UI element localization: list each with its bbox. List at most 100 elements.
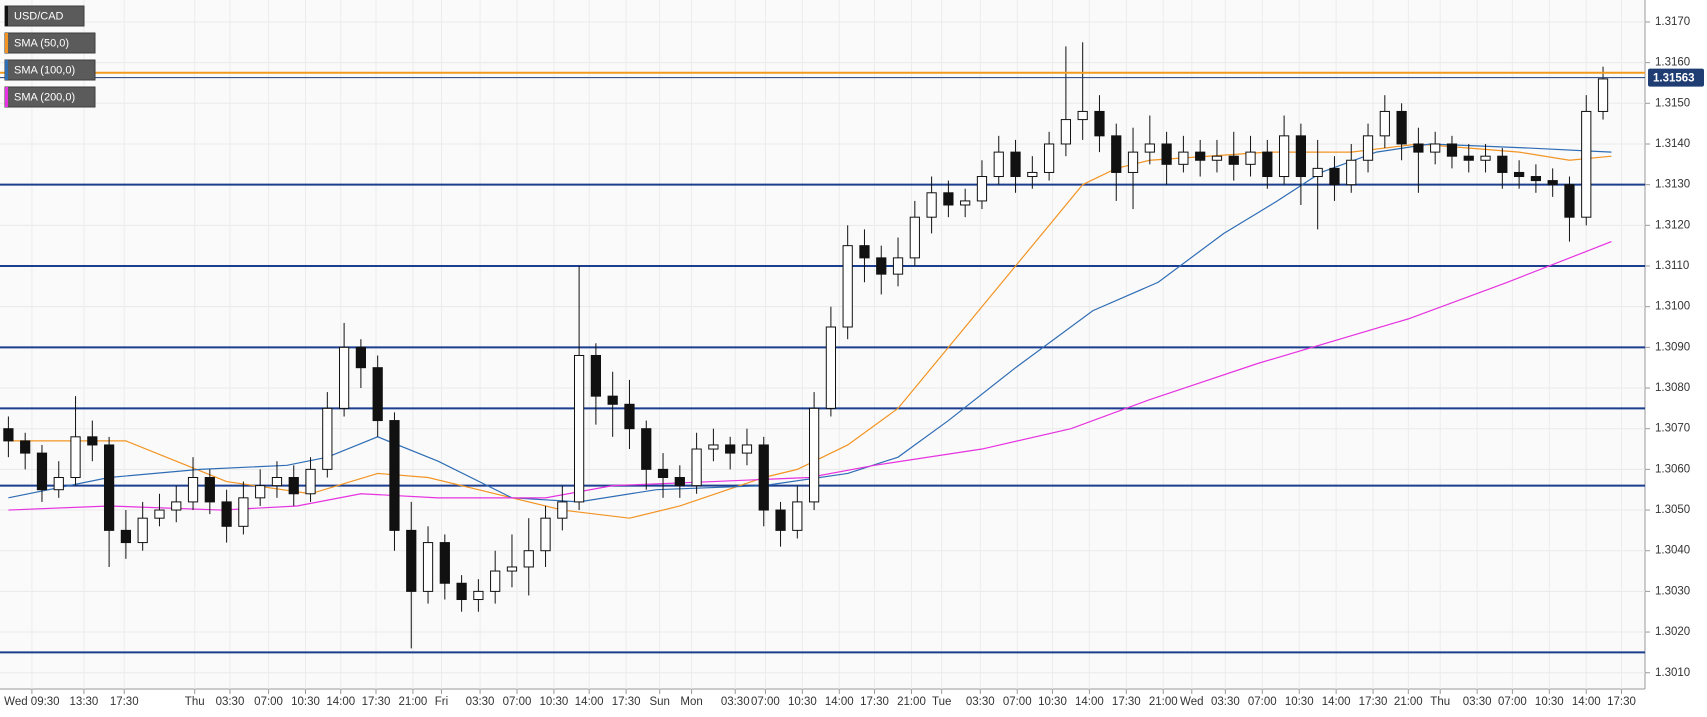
x-tick-label: 03:30 xyxy=(1463,696,1492,708)
x-tick-label: 21:00 xyxy=(1394,696,1423,708)
candle-body xyxy=(1396,110,1407,145)
x-tick-label: 03:30 xyxy=(966,696,995,708)
x-tick-label: Mon xyxy=(680,696,702,708)
candle-body xyxy=(1379,110,1390,137)
candle-body xyxy=(876,257,887,275)
x-tick-label: 14:00 xyxy=(1322,696,1351,708)
candle-body xyxy=(1581,110,1592,218)
y-tick-label: 1.3100 xyxy=(1655,301,1690,313)
candle-body xyxy=(1211,155,1223,161)
candle-body xyxy=(1027,171,1038,178)
candle-body xyxy=(1010,151,1021,178)
candle-body xyxy=(288,477,299,495)
candle-body xyxy=(960,200,971,206)
x-tick-label: 17:30 xyxy=(362,696,391,708)
candle-body xyxy=(1245,151,1256,165)
candle-body xyxy=(993,151,1004,178)
candle-body xyxy=(523,550,534,568)
x-tick-label: 14:00 xyxy=(326,696,355,708)
x-tick-label: Thu xyxy=(1430,696,1450,708)
x-tick-label: 07:00 xyxy=(1003,696,1032,708)
x-tick-label: 17:30 xyxy=(1607,696,1636,708)
candle-body xyxy=(422,542,434,592)
x-tick-label: 10:30 xyxy=(540,696,569,708)
candle-body xyxy=(1144,143,1155,153)
legend-label: USD/CAD xyxy=(14,10,64,22)
x-tick-label: Tue xyxy=(932,696,951,708)
x-tick-label: 10:30 xyxy=(788,696,817,708)
candle-body xyxy=(1597,78,1609,112)
y-tick-label: 1.3130 xyxy=(1655,179,1690,191)
y-tick-label: 1.3170 xyxy=(1655,16,1690,28)
candle-body xyxy=(607,395,618,405)
candle-body xyxy=(1178,151,1189,165)
candle-body xyxy=(1278,135,1290,178)
legend-swatch xyxy=(5,87,8,107)
x-tick-label: Wed 09:30 xyxy=(4,696,59,708)
candle-body xyxy=(238,497,249,527)
y-tick-label: 1.3010 xyxy=(1655,667,1690,679)
x-tick-label: 14:00 xyxy=(1572,696,1601,708)
y-tick-label: 1.3050 xyxy=(1655,504,1690,516)
candle-body xyxy=(1195,151,1206,161)
candle-body xyxy=(53,477,64,491)
x-tick-label: 17:30 xyxy=(1359,696,1388,708)
candle-body xyxy=(338,346,350,409)
legend-label: SMA (200,0) xyxy=(14,91,75,103)
y-tick-label: 1.3040 xyxy=(1655,545,1690,557)
y-tick-label: 1.3070 xyxy=(1655,423,1690,435)
x-tick-label: 21:00 xyxy=(399,696,428,708)
candle-body xyxy=(305,468,316,495)
candle-body xyxy=(808,407,820,503)
x-tick-label: 07:00 xyxy=(503,696,532,708)
x-tick-label: 17:30 xyxy=(1112,696,1141,708)
candle-body xyxy=(859,245,870,259)
candle-body xyxy=(490,570,501,592)
legend-label: SMA (50,0) xyxy=(14,37,69,49)
candle-body xyxy=(20,440,31,454)
plot-area xyxy=(0,0,1645,689)
last-price-label: 1.31563 xyxy=(1653,73,1695,85)
candle-body xyxy=(456,582,467,601)
candle-body xyxy=(154,509,165,519)
x-tick-label: 21:00 xyxy=(897,696,926,708)
candle-body xyxy=(1446,143,1458,157)
candle-body xyxy=(1228,155,1239,165)
candle-body xyxy=(708,444,719,450)
x-tick-label: Fri xyxy=(435,696,448,708)
candle-body xyxy=(540,517,551,552)
y-tick-label: 1.3030 xyxy=(1655,585,1690,597)
candle-body xyxy=(389,420,400,531)
y-tick-label: 1.3140 xyxy=(1655,138,1690,150)
x-tick-label: 03:30 xyxy=(1211,696,1240,708)
candle-body xyxy=(741,444,753,454)
y-tick-label: 1.3090 xyxy=(1655,341,1690,353)
candle-body xyxy=(1497,155,1508,173)
y-tick-label: 1.3110 xyxy=(1655,260,1689,272)
candle-body xyxy=(3,428,14,442)
candle-body xyxy=(1094,110,1105,137)
candle-body xyxy=(1161,143,1172,165)
candle-body xyxy=(1127,151,1139,173)
candle-body xyxy=(221,501,232,527)
legend-swatch xyxy=(5,33,8,53)
candle-body xyxy=(842,245,853,328)
candle-body xyxy=(825,326,837,409)
candle-body xyxy=(1463,155,1474,161)
candle-body xyxy=(1480,155,1491,161)
y-tick-label: 1.3160 xyxy=(1655,57,1690,69)
candle-body xyxy=(909,216,920,259)
candle-body xyxy=(322,407,333,470)
candle-body xyxy=(204,477,215,503)
x-tick-label: Thu xyxy=(185,696,205,708)
candle-body xyxy=(271,477,283,487)
candle-body xyxy=(120,529,132,544)
candle-body xyxy=(1043,143,1055,173)
candle-body xyxy=(573,354,585,503)
candle-body xyxy=(926,192,937,218)
y-tick-label: 1.3150 xyxy=(1655,97,1690,109)
x-tick-label: 03:30 xyxy=(466,696,495,708)
candle-body xyxy=(1564,184,1575,218)
x-tick-label: Sun xyxy=(649,696,669,708)
legend-swatch xyxy=(5,60,8,80)
